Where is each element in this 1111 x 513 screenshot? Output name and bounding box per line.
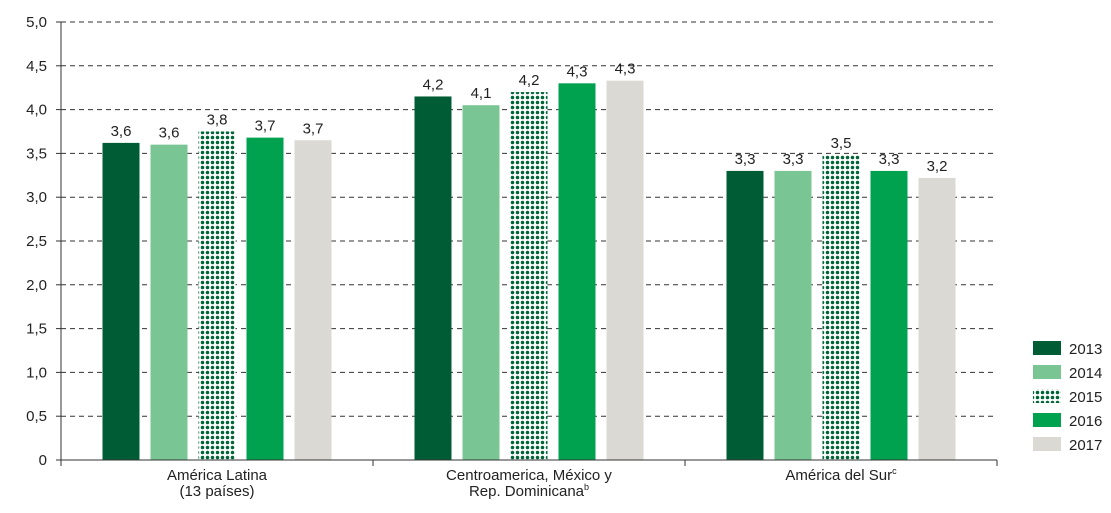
bar-2013 xyxy=(726,170,764,461)
legend-label: 2014 xyxy=(1069,365,1102,382)
y-tick-label: 1,0 xyxy=(26,364,47,381)
bar-2016 xyxy=(558,83,596,460)
bar-2014 xyxy=(150,144,188,460)
y-tick-label: 0 xyxy=(39,452,47,469)
bar-2015 xyxy=(822,155,860,461)
legend-swatch-2017 xyxy=(1033,437,1061,451)
legend-swatch-2016 xyxy=(1033,413,1061,427)
bars xyxy=(102,80,956,461)
y-tick-label: 3,0 xyxy=(26,189,47,206)
axes: 0 0,5 1,0 1,5 2,0 2,5 3,0 3,5 4,0 4,5 5,0 América L… xyxy=(26,14,998,500)
data-label: 3,3 xyxy=(783,151,804,168)
data-label: 3,7 xyxy=(255,118,276,135)
y-tick-label: 4,0 xyxy=(26,102,47,119)
legend-swatch-2015 xyxy=(1033,389,1061,403)
bar-2015 xyxy=(198,131,236,460)
data-label: 3,3 xyxy=(879,151,900,168)
y-tick-label: 5,0 xyxy=(26,14,47,31)
data-label: 3,6 xyxy=(111,123,132,140)
legend-swatch-2014 xyxy=(1033,365,1061,379)
y-tick-label: 0,5 xyxy=(26,408,47,425)
data-label: 3,7 xyxy=(303,120,324,137)
data-label: 3,2 xyxy=(927,158,948,175)
y-tick-label: 2,5 xyxy=(26,233,47,250)
category-label: América del Surc xyxy=(785,466,897,484)
legend-label: 2013 xyxy=(1069,341,1102,358)
bar-2016 xyxy=(246,137,284,460)
bar-2015 xyxy=(510,92,548,460)
bar-2017 xyxy=(606,80,644,460)
data-labels: 3,6 3,6 3,8 3,7 3,7 4,2 4,1 4,2 4,3 4,3 3,3 3,3 3,5 3… xyxy=(111,61,948,175)
y-tick-label: 2,0 xyxy=(26,277,47,294)
bar-2013 xyxy=(102,142,140,460)
data-label: 4,3 xyxy=(567,63,588,80)
data-label: 4,2 xyxy=(519,72,540,89)
data-label: 4,1 xyxy=(471,85,492,102)
bar-2017 xyxy=(918,177,956,461)
data-label: 3,8 xyxy=(207,112,228,129)
legend: 2013 2014 2015 2016 2017 xyxy=(1033,341,1102,454)
category-label: Centroamerica, México y Rep. Dominicanab xyxy=(446,467,612,500)
data-label: 4,2 xyxy=(423,76,444,93)
y-tick-label: 3,5 xyxy=(26,145,47,162)
data-label: 3,3 xyxy=(735,151,756,168)
y-tick-label: 1,5 xyxy=(26,321,47,338)
data-label: 4,3 xyxy=(615,61,636,78)
data-label: 3,5 xyxy=(831,135,852,152)
bar-2016 xyxy=(870,170,908,461)
y-tick-label: 4,5 xyxy=(26,58,47,75)
bar-2013 xyxy=(414,96,452,461)
legend-label: 2015 xyxy=(1069,389,1102,406)
bar-2014 xyxy=(462,105,500,460)
legend-label: 2017 xyxy=(1069,437,1102,454)
data-label: 3,6 xyxy=(159,125,180,142)
legend-swatch-2013 xyxy=(1033,341,1061,355)
category-label: América Latina (13 países) xyxy=(167,467,268,500)
bar-2014 xyxy=(774,170,812,461)
bar-2017 xyxy=(294,140,332,460)
legend-label: 2016 xyxy=(1069,413,1102,430)
